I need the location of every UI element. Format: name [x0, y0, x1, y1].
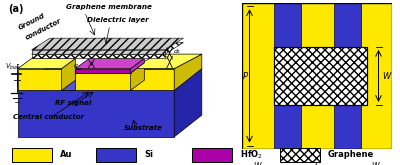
Text: $d_2$: $d_2$: [173, 48, 181, 56]
FancyBboxPatch shape: [96, 148, 136, 162]
Polygon shape: [130, 54, 202, 69]
Text: $d_1$: $d_1$: [92, 59, 100, 68]
Text: Au: Au: [60, 150, 72, 159]
Polygon shape: [174, 69, 202, 137]
Text: $S$: $S$: [314, 160, 320, 165]
Text: $d_1$: $d_1$: [173, 56, 181, 65]
Text: RF signal: RF signal: [54, 100, 91, 106]
FancyBboxPatch shape: [12, 148, 52, 162]
Text: $g$: $g$: [73, 62, 79, 70]
Polygon shape: [32, 38, 183, 50]
Polygon shape: [174, 54, 202, 90]
Text: Ground: Ground: [18, 12, 46, 30]
Polygon shape: [75, 58, 144, 69]
Text: Graphene: Graphene: [328, 150, 374, 159]
Text: $W$: $W$: [371, 160, 381, 165]
Text: (a): (a): [9, 4, 24, 14]
Polygon shape: [242, 3, 392, 148]
Polygon shape: [274, 47, 366, 105]
Text: HfO$_2$: HfO$_2$: [240, 148, 263, 161]
Polygon shape: [75, 63, 144, 73]
Polygon shape: [274, 3, 300, 148]
Polygon shape: [18, 58, 75, 69]
Polygon shape: [75, 69, 130, 73]
Text: Dielectric layer: Dielectric layer: [87, 17, 148, 23]
Text: $W$: $W$: [253, 160, 263, 165]
Text: $W$: $W$: [382, 70, 392, 81]
Text: Substrate: Substrate: [124, 125, 162, 131]
Text: Si: Si: [144, 150, 153, 159]
Bar: [274, 47, 366, 105]
Polygon shape: [18, 90, 174, 137]
Polygon shape: [334, 3, 360, 148]
Polygon shape: [62, 58, 75, 90]
Text: Graphene membrane: Graphene membrane: [66, 4, 152, 10]
Polygon shape: [75, 73, 130, 90]
Polygon shape: [130, 69, 174, 90]
Polygon shape: [32, 50, 165, 54]
Text: $P$: $P$: [242, 70, 249, 81]
Text: Central conductor: Central conductor: [13, 115, 84, 120]
Polygon shape: [18, 69, 62, 90]
Polygon shape: [130, 58, 144, 73]
Text: $V_{bias}$: $V_{bias}$: [5, 62, 21, 72]
Polygon shape: [32, 54, 165, 58]
Polygon shape: [32, 43, 183, 54]
FancyBboxPatch shape: [192, 148, 232, 162]
FancyBboxPatch shape: [280, 148, 320, 162]
Polygon shape: [18, 69, 202, 90]
Text: conductor: conductor: [25, 17, 63, 41]
Polygon shape: [130, 63, 144, 90]
